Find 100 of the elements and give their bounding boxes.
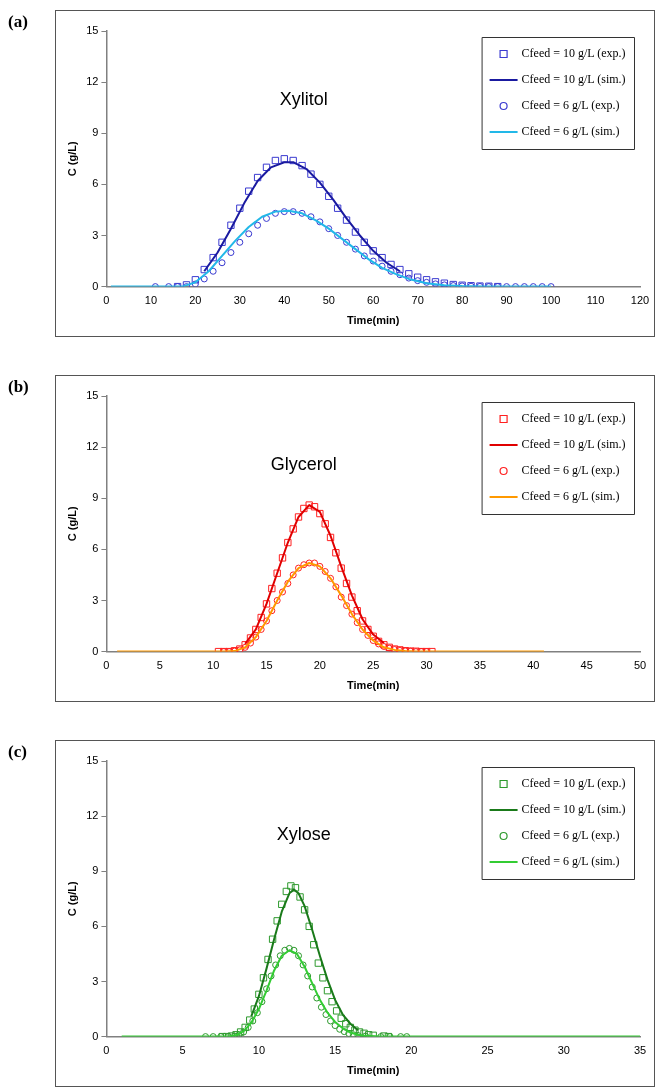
point	[348, 610, 356, 618]
point	[314, 959, 323, 967]
point	[358, 617, 367, 625]
x-tick-label: 10	[252, 1044, 266, 1057]
x-tick-label: 25	[367, 659, 380, 672]
x-axis-title: Time(min)	[347, 314, 400, 327]
y-tick-label: 0	[92, 1029, 99, 1042]
y-axis-title: C (g/L)	[65, 506, 78, 542]
point	[258, 998, 266, 1006]
point	[280, 208, 288, 216]
text: Xylose	[276, 824, 331, 845]
point	[295, 564, 303, 572]
legend-label: Cfeed = 6 g/L (exp.)	[521, 463, 620, 478]
point	[333, 204, 342, 212]
point	[278, 554, 287, 562]
point	[323, 986, 332, 995]
point	[279, 588, 287, 596]
point	[218, 238, 226, 246]
point	[326, 533, 335, 542]
point	[191, 276, 200, 284]
point	[325, 192, 333, 200]
point	[298, 209, 306, 217]
point	[342, 1020, 350, 1028]
text: Glycerol	[270, 453, 337, 474]
point	[264, 955, 272, 964]
point	[236, 204, 244, 212]
y-tick-label: 9	[92, 491, 99, 504]
point	[369, 247, 377, 255]
y-tick-label: 6	[92, 919, 99, 932]
legend-label: Cfeed = 6 g/L (exp.)	[521, 98, 620, 113]
point	[360, 238, 369, 246]
point	[281, 946, 289, 954]
point	[304, 972, 312, 980]
point	[307, 170, 315, 178]
y-tick-label: 12	[86, 440, 99, 453]
point	[246, 1016, 254, 1024]
point	[280, 155, 288, 163]
x-tick-label: 15	[260, 659, 273, 672]
x-tick-label: 0	[103, 294, 110, 307]
text: (b)	[8, 377, 29, 397]
x-tick-label: 45	[580, 659, 593, 672]
point	[313, 994, 321, 1002]
y-tick-label: 3	[92, 593, 99, 606]
point	[351, 245, 359, 253]
point	[250, 1005, 258, 1013]
x-tick-label: 20	[189, 294, 202, 307]
point	[259, 974, 268, 982]
point	[276, 952, 284, 960]
legend-label: Cfeed = 6 g/L (sim.)	[521, 124, 620, 139]
point	[218, 259, 226, 267]
point	[325, 225, 333, 233]
point	[227, 221, 235, 229]
point	[289, 156, 297, 165]
point	[268, 607, 276, 615]
x-tick-label: 100	[541, 294, 561, 307]
x-tick-label: 5	[156, 659, 163, 672]
point	[360, 252, 368, 260]
point	[245, 230, 253, 238]
point	[369, 1031, 377, 1037]
y-tick-label: 6	[92, 177, 99, 190]
point	[351, 228, 360, 236]
point	[299, 961, 307, 969]
point	[209, 253, 217, 262]
point	[289, 571, 297, 579]
point	[378, 253, 386, 262]
point	[369, 632, 377, 640]
point	[348, 593, 356, 601]
point	[291, 884, 300, 892]
point	[342, 216, 351, 224]
point	[294, 513, 303, 521]
point	[353, 607, 361, 615]
x-tick-label: 80	[456, 294, 469, 307]
point	[262, 600, 271, 608]
point	[316, 509, 324, 518]
point	[263, 985, 271, 993]
point	[245, 187, 253, 195]
point	[310, 503, 319, 511]
legend-label: Cfeed = 10 g/L (exp.)	[521, 46, 626, 61]
point	[337, 593, 345, 601]
point	[284, 579, 292, 587]
point	[247, 639, 254, 647]
x-tick-label: 90	[500, 294, 513, 307]
x-tick-label: 40	[278, 294, 291, 307]
point	[273, 917, 281, 925]
point	[343, 602, 351, 610]
point	[334, 231, 342, 239]
point	[249, 1017, 257, 1025]
point	[290, 946, 298, 954]
point	[209, 267, 217, 275]
y-axis-title: C (g/L)	[65, 881, 78, 917]
point	[236, 238, 244, 246]
point	[300, 561, 308, 569]
point	[396, 265, 404, 274]
text: (a)	[8, 12, 28, 32]
point	[316, 562, 324, 570]
point	[337, 1014, 345, 1022]
y-tick-label: 15	[86, 24, 99, 37]
point	[252, 633, 260, 641]
x-tick-label: 20	[313, 659, 326, 672]
y-tick-label: 3	[92, 974, 99, 987]
